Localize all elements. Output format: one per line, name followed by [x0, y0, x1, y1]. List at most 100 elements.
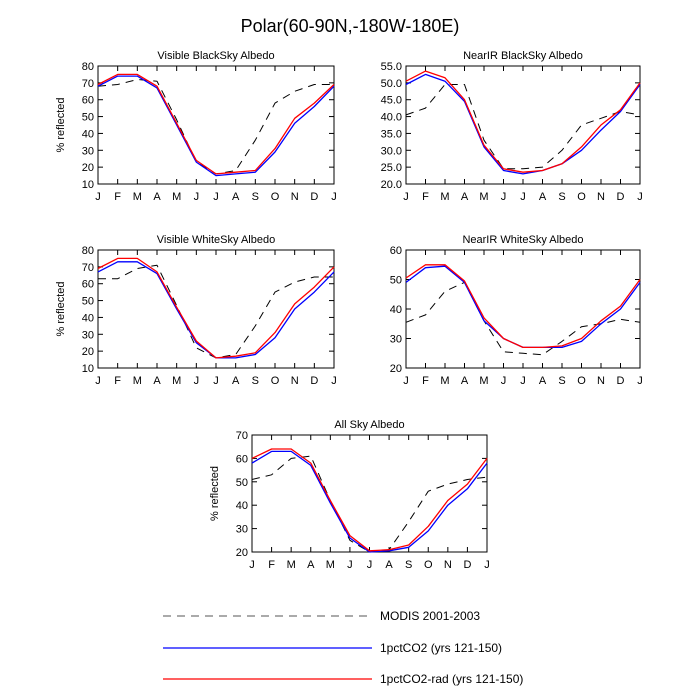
x-tick-label: M	[172, 375, 181, 387]
series-line-3	[251, 448, 488, 552]
legend-entry-3: 1pctCO2-rad (yrs 121-150)	[163, 672, 523, 686]
series-line-1	[98, 264, 334, 359]
series-line-3	[405, 264, 641, 349]
series-line-1	[405, 84, 641, 170]
x-tick-label: F	[268, 559, 275, 571]
series-line-3	[97, 257, 335, 359]
x-tick-label: A	[153, 191, 161, 203]
y-tick-label: 25.0	[381, 162, 402, 174]
plot-frame	[97, 249, 335, 369]
y-tick-label: 30	[390, 334, 402, 346]
y-tick-label: 70	[82, 78, 94, 90]
y-tick-label: 50.0	[381, 78, 402, 90]
x-tick-label: J	[501, 191, 507, 203]
plot-frame	[251, 434, 488, 553]
x-tick-label: J	[95, 375, 101, 387]
x-tick-label: J	[331, 191, 337, 203]
x-tick-label: M	[479, 191, 488, 203]
y-tick-label: 80	[82, 245, 94, 257]
legend-label: MODIS 2001-2003	[380, 609, 480, 623]
x-tick-label: N	[597, 191, 605, 203]
y-tick-label: 30.0	[381, 145, 402, 157]
x-tick-label: M	[479, 375, 488, 387]
plot-frame	[405, 65, 641, 185]
x-tick-label: F	[114, 191, 121, 203]
y-tick-label: 40	[82, 128, 94, 140]
x-tick-label: A	[461, 191, 469, 203]
x-tick-label: M	[172, 191, 181, 203]
series-line-2	[97, 75, 335, 177]
y-tick-label: 80	[82, 61, 94, 73]
x-tick-label: J	[347, 559, 353, 571]
y-tick-label: 60	[82, 279, 94, 291]
x-tick-label: A	[307, 559, 315, 571]
x-tick-label: S	[558, 375, 565, 387]
x-tick-label: D	[310, 375, 318, 387]
x-tick-label: J	[213, 375, 219, 387]
y-tick-label: 40	[82, 312, 94, 324]
y-axis-label: % reflected	[55, 97, 67, 152]
series-line-2	[251, 450, 488, 553]
x-tick-label: A	[232, 375, 240, 387]
x-tick-label: O	[424, 559, 433, 571]
y-tick-label: 40	[236, 500, 248, 512]
x-tick-label: J	[403, 191, 409, 203]
x-tick-label: O	[271, 375, 280, 387]
x-tick-label: S	[252, 191, 259, 203]
series-line-2	[405, 265, 641, 349]
x-tick-label: A	[385, 559, 393, 571]
x-tick-label: F	[422, 191, 429, 203]
series-line-1	[251, 455, 488, 553]
series-line-3	[405, 70, 641, 173]
x-tick-label: F	[422, 375, 429, 387]
x-tick-label: A	[461, 375, 469, 387]
x-tick-label: A	[232, 191, 240, 203]
series-line-1	[97, 79, 334, 175]
y-tick-label: 70	[236, 430, 248, 442]
y-tick-label: 50	[82, 296, 94, 308]
x-tick-label: J	[213, 191, 219, 203]
panel-title: Visible WhiteSky Albedo	[157, 234, 275, 246]
y-tick-label: 50	[82, 112, 94, 124]
y-tick-label: 20	[82, 162, 94, 174]
x-tick-label: J	[331, 375, 337, 387]
x-tick-label: N	[444, 559, 452, 571]
y-tick-label: 55.0	[381, 61, 402, 73]
x-tick-label: M	[326, 559, 335, 571]
y-tick-label: 30	[82, 145, 94, 157]
plot-frame	[97, 65, 335, 185]
y-tick-label: 35.0	[381, 128, 402, 140]
x-tick-label: O	[271, 191, 280, 203]
x-tick-label: D	[310, 191, 318, 203]
x-tick-label: N	[291, 191, 299, 203]
x-tick-label: A	[539, 375, 547, 387]
panel-title: All Sky Albedo	[334, 419, 404, 431]
x-tick-label: J	[403, 375, 409, 387]
x-tick-label: M	[287, 559, 296, 571]
legend-label: 1pctCO2-rad (yrs 121-150)	[380, 672, 523, 686]
panel-title: Visible BlackSky Albedo	[157, 50, 274, 62]
x-tick-label: J	[95, 191, 101, 203]
x-tick-label: J	[194, 375, 200, 387]
y-tick-label: 10	[82, 363, 94, 375]
y-tick-label: 50	[236, 477, 248, 489]
x-tick-label: J	[501, 375, 507, 387]
x-tick-label: M	[440, 191, 449, 203]
x-tick-label: J	[637, 191, 643, 203]
x-tick-label: J	[367, 559, 373, 571]
x-tick-label: J	[637, 375, 643, 387]
x-tick-label: J	[249, 559, 255, 571]
y-tick-label: 70	[82, 262, 94, 274]
x-tick-label: S	[405, 559, 412, 571]
legend-label: 1pctCO2 (yrs 121-150)	[380, 641, 502, 655]
x-tick-label: M	[133, 191, 142, 203]
x-tick-label: F	[114, 375, 121, 387]
x-tick-label: A	[539, 191, 547, 203]
series-line-2	[405, 73, 641, 175]
y-tick-label: 20.0	[381, 179, 402, 191]
legend-entry-1: MODIS 2001-2003	[163, 609, 480, 623]
